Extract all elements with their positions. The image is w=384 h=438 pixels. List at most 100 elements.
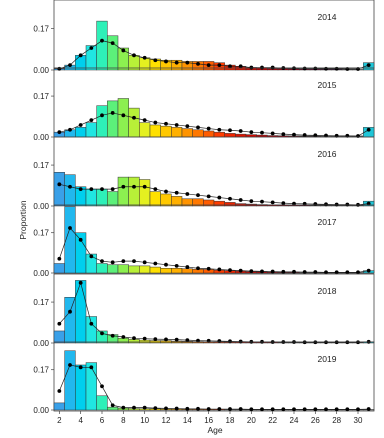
bar-age-7 <box>107 264 119 274</box>
bar-age-18 <box>224 202 236 207</box>
point-age-29 <box>345 270 350 275</box>
bar-age-6 <box>96 20 108 71</box>
point-age-27 <box>324 133 328 138</box>
point-age-3 <box>68 127 72 132</box>
point-age-18 <box>228 64 232 69</box>
point-age-19 <box>238 129 243 133</box>
point-age-5 <box>89 118 94 123</box>
panel-year-label: 2018 <box>318 286 337 296</box>
y-tick-label: 0.00 <box>33 269 49 278</box>
bar-age-7 <box>107 100 119 138</box>
bar-age-12 <box>160 268 172 274</box>
point-age-13 <box>174 406 179 411</box>
y-tick-label: 0.00 <box>33 202 49 211</box>
point-age-4 <box>78 365 83 370</box>
point-age-15 <box>196 338 200 343</box>
x-tick-label: 26 <box>311 416 320 425</box>
bar-age-19 <box>235 133 247 138</box>
y-tick-label: 0.00 <box>33 339 49 348</box>
point-age-10 <box>142 118 147 123</box>
point-age-14 <box>185 338 190 343</box>
bar-age-11 <box>149 191 161 207</box>
point-age-10 <box>142 405 147 410</box>
x-tick-label: 20 <box>247 416 256 425</box>
point-age-10 <box>142 184 147 189</box>
point-age-31 <box>366 201 371 206</box>
point-age-9 <box>132 405 136 410</box>
point-age-16 <box>206 194 211 199</box>
x-axis-label: Age <box>207 425 222 435</box>
bar-age-8 <box>117 98 129 138</box>
point-age-19 <box>238 198 243 202</box>
point-age-29 <box>345 407 350 412</box>
point-age-3 <box>68 63 72 68</box>
point-age-20 <box>249 65 254 70</box>
point-age-31 <box>366 127 371 132</box>
bar-age-18 <box>224 133 236 138</box>
panel-year-label: 2017 <box>318 217 337 227</box>
point-age-7 <box>110 403 115 408</box>
y-tick-label: 0.17 <box>33 24 49 33</box>
point-age-11 <box>153 337 158 342</box>
bar-age-3 <box>64 206 76 274</box>
bar-age-6 <box>96 263 108 274</box>
point-age-8 <box>121 48 126 53</box>
point-age-2 <box>57 321 62 326</box>
point-age-22 <box>270 407 275 412</box>
point-age-7 <box>110 111 115 115</box>
x-tick-label: 10 <box>140 416 149 425</box>
point-age-30 <box>356 407 360 412</box>
point-age-24 <box>292 201 296 206</box>
bar-age-10 <box>139 265 151 274</box>
bar-age-10 <box>139 179 151 207</box>
point-age-25 <box>302 270 307 274</box>
point-age-23 <box>281 407 286 412</box>
x-axis: 2 4 6 8 10 12 14 16 18 20 22 24 26 28 30 <box>57 411 363 425</box>
point-age-13 <box>174 60 179 65</box>
point-age-5 <box>89 254 94 259</box>
point-age-17 <box>217 267 222 272</box>
point-age-28 <box>334 202 339 207</box>
point-age-2 <box>57 182 62 187</box>
point-age-26 <box>313 202 318 206</box>
point-age-18 <box>228 407 232 411</box>
point-age-11 <box>153 406 158 411</box>
point-age-4 <box>78 237 83 242</box>
point-age-24 <box>292 132 296 137</box>
panel-2018: 0.00 0.17 2018 <box>33 273 375 348</box>
x-tick-label: 16 <box>204 416 213 425</box>
point-age-9 <box>132 259 136 264</box>
point-age-26 <box>313 66 318 71</box>
point-age-10 <box>142 260 147 265</box>
point-age-5 <box>89 187 94 192</box>
point-age-27 <box>324 202 328 207</box>
point-age-14 <box>185 60 190 65</box>
point-age-11 <box>153 58 158 63</box>
x-tick-label: 18 <box>226 416 235 425</box>
point-age-23 <box>281 269 286 274</box>
point-age-4 <box>78 53 83 58</box>
point-age-15 <box>196 266 200 271</box>
point-age-23 <box>281 132 286 137</box>
x-tick-label: 30 <box>354 416 363 425</box>
point-age-12 <box>164 121 168 126</box>
x-tick-label: 8 <box>121 416 126 425</box>
point-age-7 <box>110 333 115 338</box>
x-tick-label: 28 <box>332 416 341 425</box>
bar-age-11 <box>149 266 161 274</box>
bar-age-2 <box>53 330 65 344</box>
point-age-16 <box>206 407 211 411</box>
point-age-26 <box>313 407 318 412</box>
bar-age-14 <box>181 128 193 138</box>
bar-age-5 <box>85 188 97 207</box>
point-age-4 <box>78 187 83 192</box>
bar-age-3 <box>64 350 76 411</box>
point-age-16 <box>206 126 211 131</box>
point-age-26 <box>313 133 318 138</box>
point-age-2 <box>57 389 62 393</box>
point-age-22 <box>270 65 275 70</box>
x-tick-label: 22 <box>268 416 277 425</box>
point-age-8 <box>121 113 126 118</box>
point-age-9 <box>132 336 136 341</box>
point-age-12 <box>164 406 168 411</box>
